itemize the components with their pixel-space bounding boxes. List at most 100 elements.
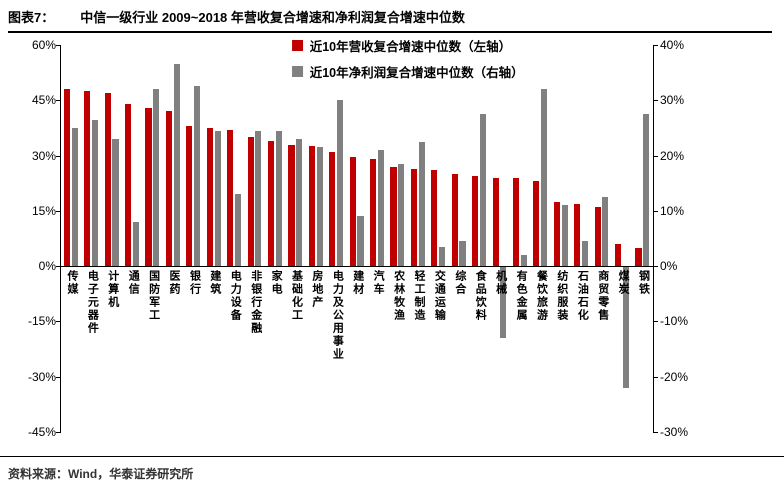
bar-group: 家电 [265,45,285,432]
profit-bar [439,246,446,267]
bar-group: 轻工制造 [408,45,428,432]
right-tick-mark [653,210,658,212]
profit-bar [173,64,180,267]
category-label: 石油石化 [576,270,589,323]
category-label: 钢铁 [637,270,650,297]
right-y-axis: 40% 30% 20% 10% 0% -10% -20% -30% [658,39,700,438]
right-axis-tick-label: 30% [660,93,685,108]
bar-group: 交通运输 [428,45,448,432]
revenue-bar [186,126,193,267]
category-label: 机械 [494,270,507,297]
category-label: 轻工制造 [413,270,426,323]
legend-item-revenue: 近10年营收复合增速中位数（左轴） [291,36,524,55]
profit-bar [602,197,609,267]
profit-bar [71,127,78,267]
bar-group: 石油石化 [571,45,591,432]
right-axis-tick-label: 40% [660,38,685,52]
revenue-bar [615,244,622,267]
bar-group: 商贸零售 [592,45,612,432]
profit-bar [92,119,99,267]
revenue-bar [451,174,458,267]
category-label: 通信 [127,270,140,297]
left-tick-mark [56,266,61,268]
revenue-bar [308,146,315,267]
title-divider [8,31,772,33]
profit-bar [255,130,262,267]
bar-group: 传媒 [61,45,81,432]
footer-divider [0,456,784,457]
left-tick-mark [56,376,61,378]
category-label: 煤炭 [617,270,630,297]
bar-group: 农林牧渔 [388,45,408,432]
left-axis-tick-label: 15% [31,203,56,218]
bar-group: 基础化工 [286,45,306,432]
category-label: 汽车 [372,270,385,297]
category-label: 电子元器件 [86,270,99,336]
revenue-bar [63,89,70,267]
bar-group: 国防军工 [143,45,163,432]
left-axis-tick-label: 45% [31,93,56,108]
bar-group: 计算机 [102,45,122,432]
profit-bar [112,139,119,267]
category-label: 电力设备 [229,270,242,323]
left-axis-tick-label: 30% [31,148,56,163]
bar-group: 非银行金融 [245,45,265,432]
revenue-bar [553,201,560,267]
right-axis-tick-label: 10% [660,203,685,218]
profit-bar [541,89,548,267]
plot-wrapper: 60% 45% 30% 15% 0% -15% -30% -45% 传媒 电子元器件 计算机 通信国… [12,39,700,438]
category-label: 国防军工 [147,270,160,323]
profit-bar [520,255,527,267]
bar-group: 有色金属 [510,45,530,432]
category-label: 综合 [453,270,466,297]
bar-group: 餐饮旅游 [531,45,551,432]
profit-bar [479,114,486,267]
profit-bar [561,205,568,267]
figure-title: 中信一级行业 2009~2018 年营收复合增速和净利润复合增速中位数 [80,10,465,25]
revenue-bar [288,144,295,267]
left-tick-mark [56,155,61,157]
revenue-bar [410,168,417,267]
category-label: 银行 [188,270,201,297]
revenue-bar [512,177,520,267]
revenue-bar [267,140,275,267]
bar-group: 钢铁 [633,45,653,432]
right-axis-tick-label: 0% [660,259,678,274]
bar-group: 电力及公用事业 [326,45,346,432]
legend-swatch-revenue [291,40,303,51]
right-tick-mark [653,100,658,102]
profit-bar [581,241,589,267]
bar-group: 建材 [347,45,367,432]
left-tick-mark [56,432,61,433]
right-tick-mark [653,376,658,378]
revenue-bar [594,207,601,267]
category-label: 医药 [168,270,181,297]
revenue-bar [390,166,397,267]
category-label: 农林牧渔 [392,270,405,323]
profit-bar [214,130,221,267]
right-tick-mark [653,321,658,323]
profit-bar [234,194,242,267]
revenue-bar [125,104,132,267]
profit-bar [194,86,201,267]
bar-group: 电力设备 [224,45,244,432]
revenue-bar [145,107,152,267]
category-label: 食品饮料 [474,270,487,323]
category-label: 家电 [270,270,283,297]
legend-item-profit: 近10年净利润复合增速中位数（右轴） [291,62,524,81]
profit-bar [153,89,160,267]
bar-group: 食品饮料 [469,45,489,432]
category-label: 房地产 [310,270,323,310]
bar-group: 汽车 [367,45,387,432]
revenue-bar [247,137,254,267]
profit-bar [418,141,425,267]
bar-group: 银行 [183,45,203,432]
right-axis-tick-label: -20% [660,369,689,384]
category-label: 有色金属 [515,270,528,323]
bar-group: 通信 [122,45,142,432]
chart-header: 图表7： 中信一级行业 2009~2018 年营收复合增速和净利润复合增速中位数 [0,0,784,33]
right-axis-tick-label: 20% [660,148,685,163]
revenue-bar [165,111,173,267]
category-label: 建材 [351,270,364,297]
